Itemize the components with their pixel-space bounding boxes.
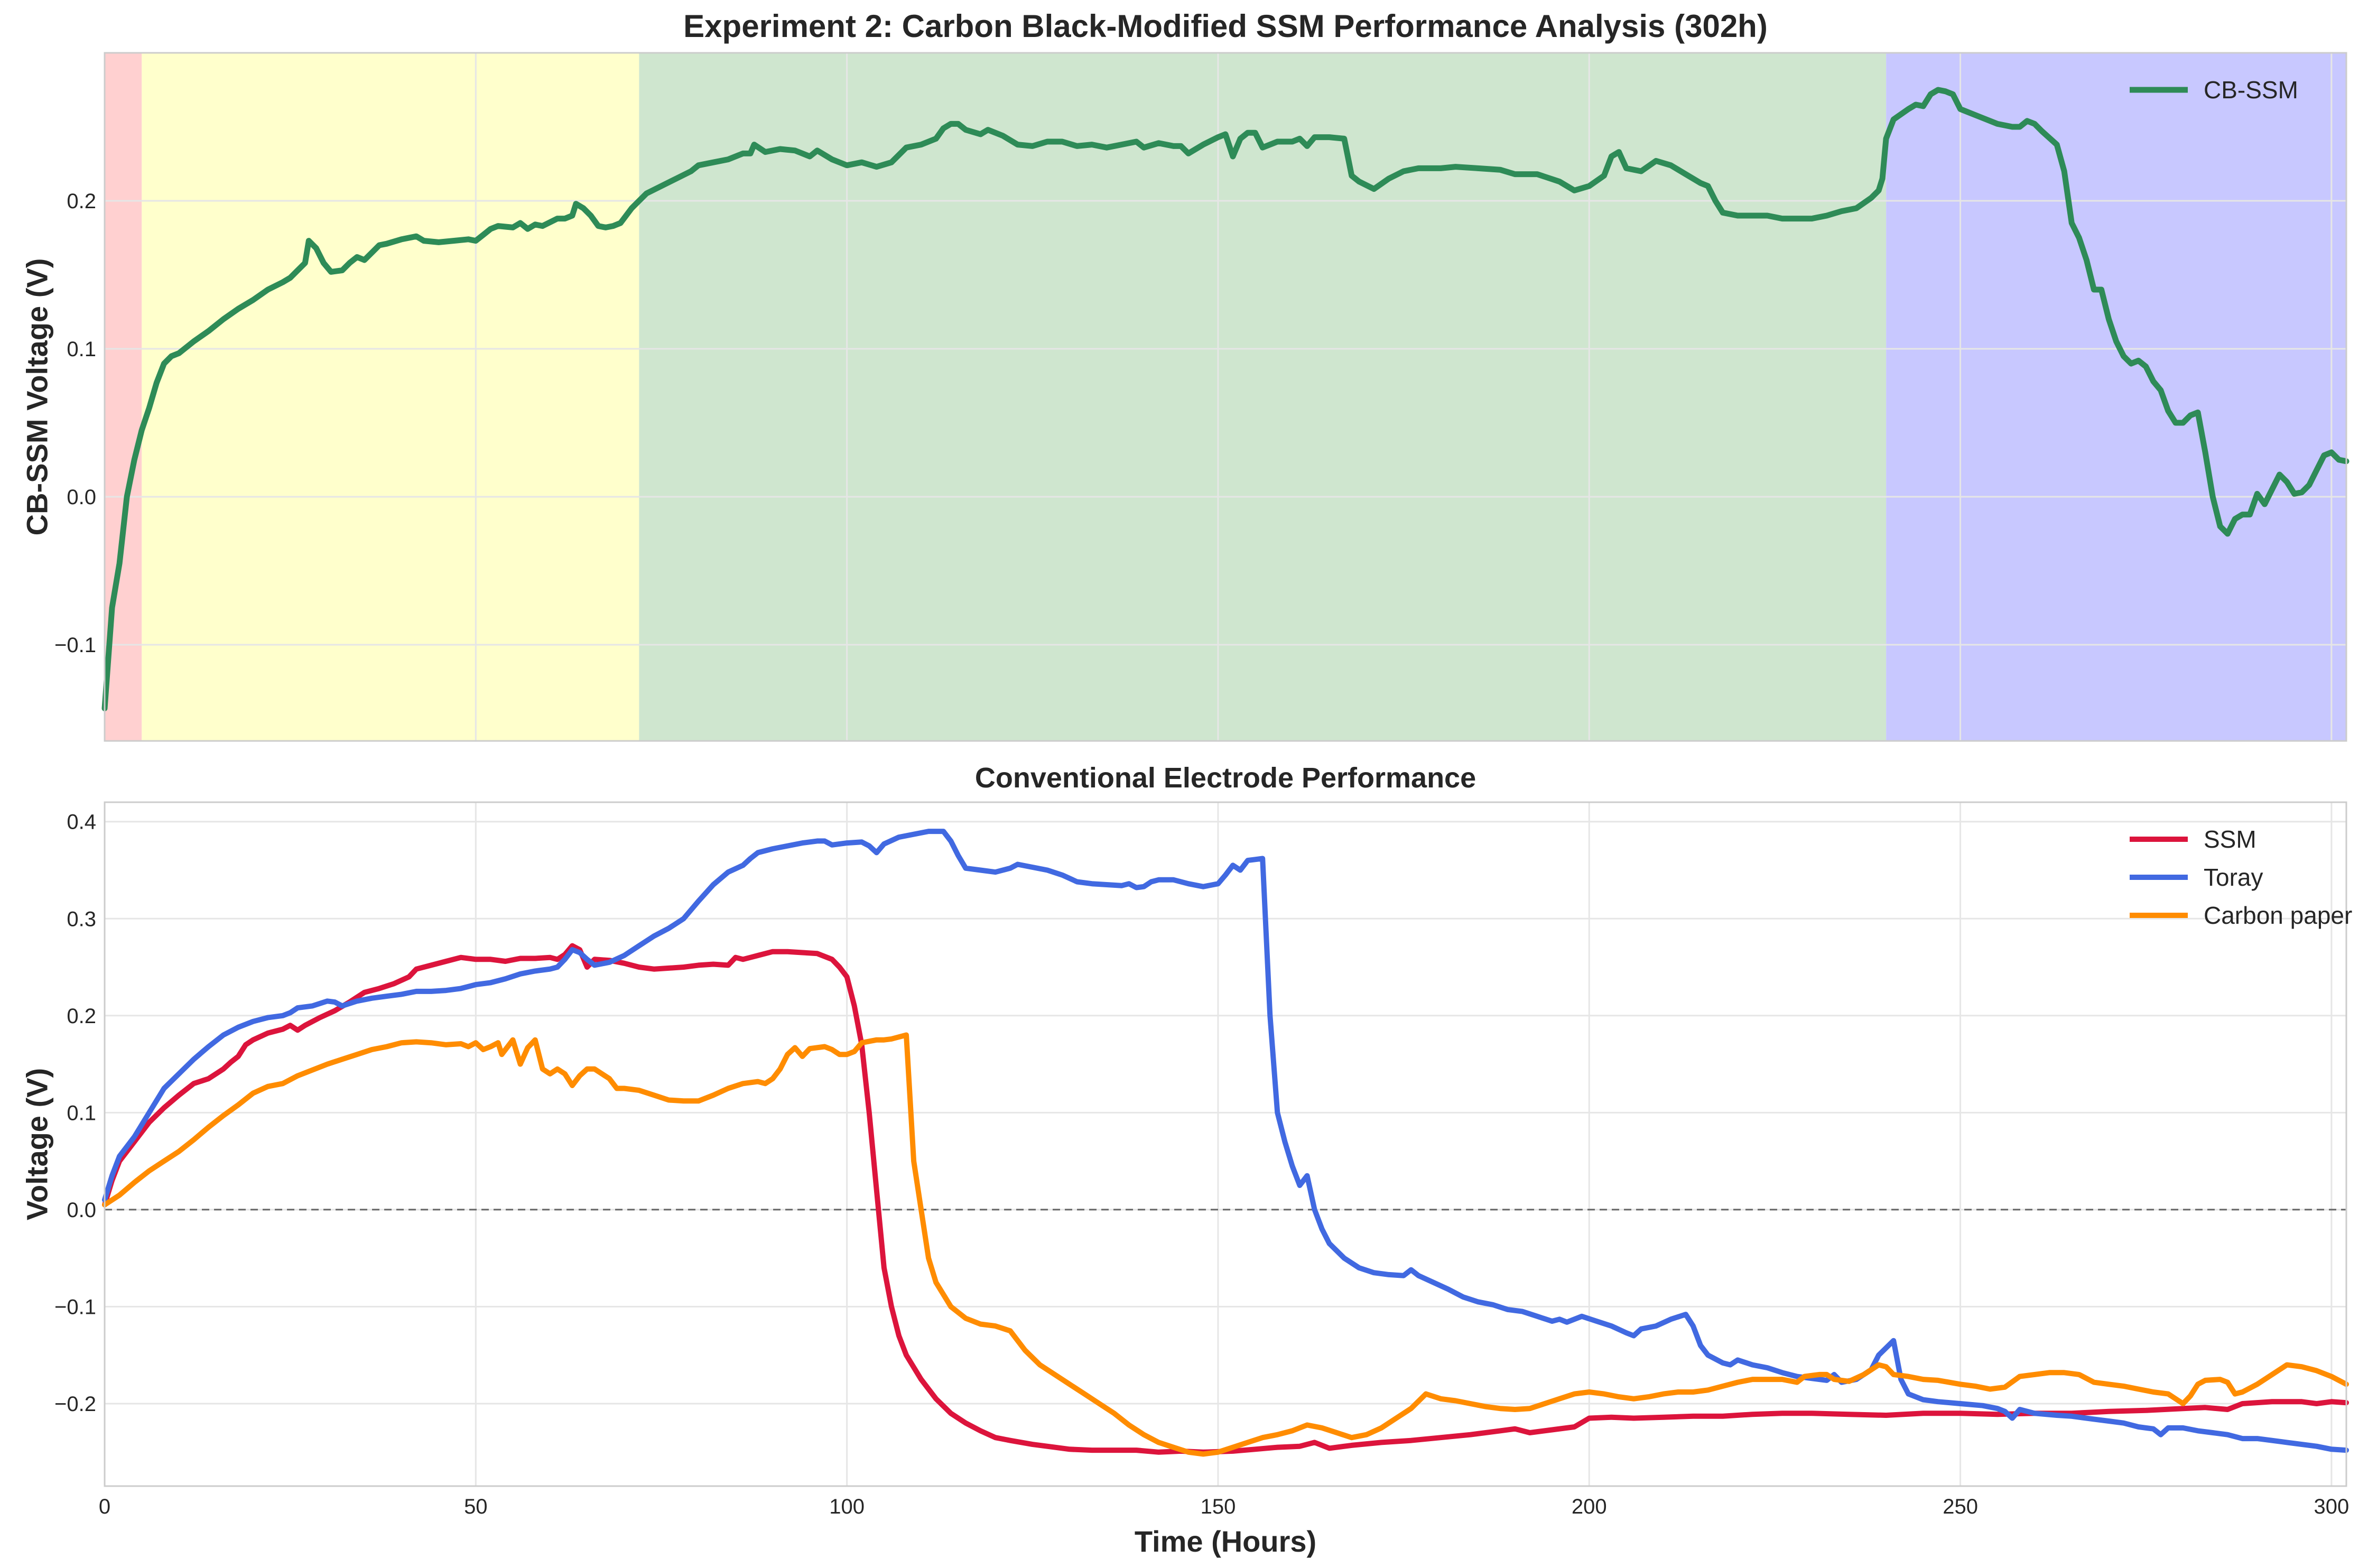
x-tick-label: 100 (829, 1495, 865, 1518)
top-y-tick-labels: −0.1 0.0 0.1 0.2 (54, 190, 96, 657)
bottom-x-tick-labels: 0 50 100 150 200 250 300 (99, 1495, 2349, 1518)
x-tick-label: 0 (99, 1495, 110, 1518)
top-plot-frame (104, 52, 2347, 742)
y-tick-label: 0.1 (67, 1101, 96, 1125)
y-tick-label: 0.2 (67, 190, 96, 213)
top-series-lines (101, 87, 2349, 711)
bottom-legend: SSM Toray Carbon paper (2130, 825, 2352, 929)
y-tick-label: 0.3 (67, 907, 96, 931)
series-line-cb-ssm (101, 87, 2349, 711)
series-line-carbon-paper (102, 1032, 2349, 1457)
phase-band-4 (1886, 53, 2346, 741)
bottom-y-axis-label: Voltage (V) (21, 1068, 54, 1220)
legend-label-cb-ssm: CB-SSM (2204, 76, 2298, 104)
series-line-ssm (102, 943, 2349, 1455)
series-line-toray (102, 829, 2349, 1453)
bottom-chart-title: Conventional Electrode Performance (975, 762, 1476, 794)
top-chart-title: Experiment 2: Carbon Black-Modified SSM … (683, 8, 1768, 44)
legend-label-toray: Toray (2204, 864, 2263, 891)
y-tick-label: 0.2 (67, 1005, 96, 1028)
y-tick-label: 0.0 (67, 486, 96, 509)
y-tick-label: −0.1 (54, 634, 96, 657)
top-chart: −0.1 0.0 0.1 0.2 Experiment 2: Carbon Black… (21, 8, 2349, 742)
y-tick-label: −0.2 (54, 1393, 96, 1416)
x-tick-label: 50 (464, 1495, 488, 1518)
legend-label-ssm: SSM (2204, 825, 2256, 853)
x-tick-label: 150 (1201, 1495, 1236, 1518)
top-legend: CB-SSM (2130, 76, 2298, 104)
y-tick-label: 0.4 (67, 811, 96, 834)
phase-band-2 (142, 53, 639, 741)
y-tick-label: 0.0 (67, 1199, 96, 1222)
top-phase-bands (105, 53, 2346, 741)
legend-label-carbon-paper: Carbon paper (2204, 902, 2352, 929)
bottom-x-axis-label: Time (Hours) (1135, 1525, 1316, 1558)
x-tick-label: 250 (1943, 1495, 1978, 1518)
bottom-series-lines (102, 829, 2349, 1457)
bottom-y-tick-labels: −0.2 −0.1 0.0 0.1 0.2 0.3 0.4 (54, 811, 96, 1416)
top-y-axis-label: CB-SSM Voltage (V) (21, 258, 54, 536)
x-tick-label: 300 (2314, 1495, 2349, 1518)
y-tick-label: −0.1 (54, 1295, 96, 1319)
y-tick-label: 0.1 (67, 338, 96, 361)
bottom-chart: −0.2 −0.1 0.0 0.1 0.2 0.3 0.4 0 50 100 150 200 250 3… (21, 762, 2353, 1558)
bottom-plot-frame (104, 801, 2347, 1487)
x-tick-label: 200 (1572, 1495, 1607, 1518)
